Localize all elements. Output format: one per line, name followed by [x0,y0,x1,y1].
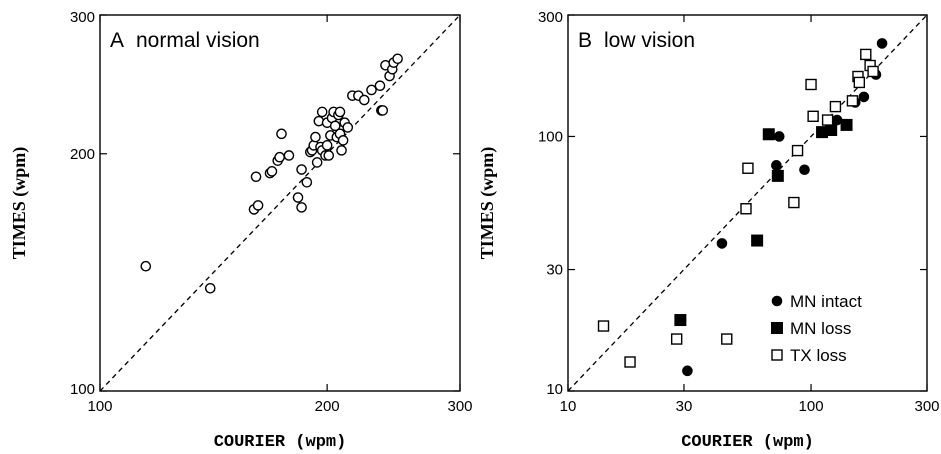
data-point [313,115,325,127]
panel-a-normal-vision: 100 200 300 100 200 300 A normal vision COURI… [9,9,473,452]
data-point [329,120,341,132]
legend-label-mn-intact: MN intact [790,292,862,311]
data-point [831,114,843,126]
data-point [311,157,323,168]
data-point [825,124,838,137]
legend-label-tx-loss: TX loss [790,346,847,365]
data-point [283,150,295,161]
data-point [771,160,782,171]
data-point [250,171,262,183]
data-point [336,145,347,156]
y-tick-label: 300 [538,9,563,26]
panel-a-x-axis-label: COURIER (wpm) [214,433,347,452]
panel-b-x-axis-label: COURIER (wpm) [681,433,814,452]
panel-b-ticks: 10 30 100 300 10 30 100 300 [538,9,940,415]
y-tick-label: 200 [70,146,95,163]
legend-marker [771,322,783,334]
data-point [274,151,285,163]
data-point [334,106,346,118]
data-point [788,196,800,209]
x-tick-label: 10 [560,398,577,415]
data-point [860,48,872,61]
data-point [716,238,728,249]
data-point [829,100,842,113]
data-point [840,118,853,131]
y-tick-label: 300 [70,9,95,26]
panel-b-points [597,38,888,377]
data-point [140,260,152,272]
panel-b-title: low vision [604,29,695,52]
y-tick-label: 100 [70,381,95,398]
data-point [374,80,386,92]
panel-a-title: normal vision [136,29,260,52]
panel-b-y-axis-label: TIMES (wpm) [477,147,498,260]
panel-a-letter: A [110,29,124,52]
y-tick-label: 10 [546,381,563,398]
panel-a-points [140,53,403,294]
panel-b-identity-line [567,14,928,392]
data-point [853,76,866,89]
data-point [296,202,307,213]
data-point [858,91,870,103]
legend-marker [771,349,783,361]
data-point [791,144,804,157]
x-tick-label: 300 [447,398,472,415]
data-point [252,200,264,211]
panel-b-plot-frame [567,14,928,392]
data-point [316,106,328,118]
legend-label-mn-loss: MN loss [790,319,851,338]
data-point [876,38,888,49]
data-point [867,65,879,78]
data-point [799,164,810,176]
data-point [821,114,834,126]
data-point [358,94,370,106]
panel-a-plot-frame [99,14,461,392]
data-point [337,135,349,146]
data-point [392,53,403,65]
data-point [597,320,610,332]
data-point [674,314,687,327]
x-tick-label: 100 [87,398,112,415]
data-point [773,131,785,142]
data-point [740,203,752,215]
data-point [301,177,313,188]
data-point [762,128,775,141]
data-point [377,105,389,116]
data-point [742,162,754,174]
data-point [366,84,377,96]
data-point [805,78,817,91]
legend-marker [771,295,783,307]
panel-b-letter: B [578,29,592,52]
data-point [624,356,636,368]
data-point [846,95,859,107]
y-tick-label: 30 [546,262,563,279]
x-tick-label: 30 [676,398,693,415]
data-point [721,333,733,345]
data-point [321,140,333,151]
y-tick-label: 100 [538,128,563,145]
panel-b-low-vision: 10 30 100 300 10 30 100 300 B low vision COURIE… [477,9,940,452]
data-point [670,333,683,345]
panel-a-y-axis-label: TIMES (wpm) [9,147,30,260]
x-tick-label: 100 [799,398,824,415]
data-point [807,110,819,122]
data-point [276,128,287,140]
data-point [682,365,693,377]
data-point [342,122,354,133]
x-tick-label: 300 [914,398,939,415]
data-point [751,234,764,247]
x-tick-label: 200 [315,398,340,415]
panel-a-identity-line [99,14,461,392]
data-point [204,282,216,294]
panel-b-legend: MN intact MN loss TX loss [771,292,862,365]
data-point [771,169,784,182]
data-point [323,150,335,161]
data-point [296,164,307,175]
data-point [310,131,321,143]
data-point [292,192,304,203]
data-point [266,166,278,177]
